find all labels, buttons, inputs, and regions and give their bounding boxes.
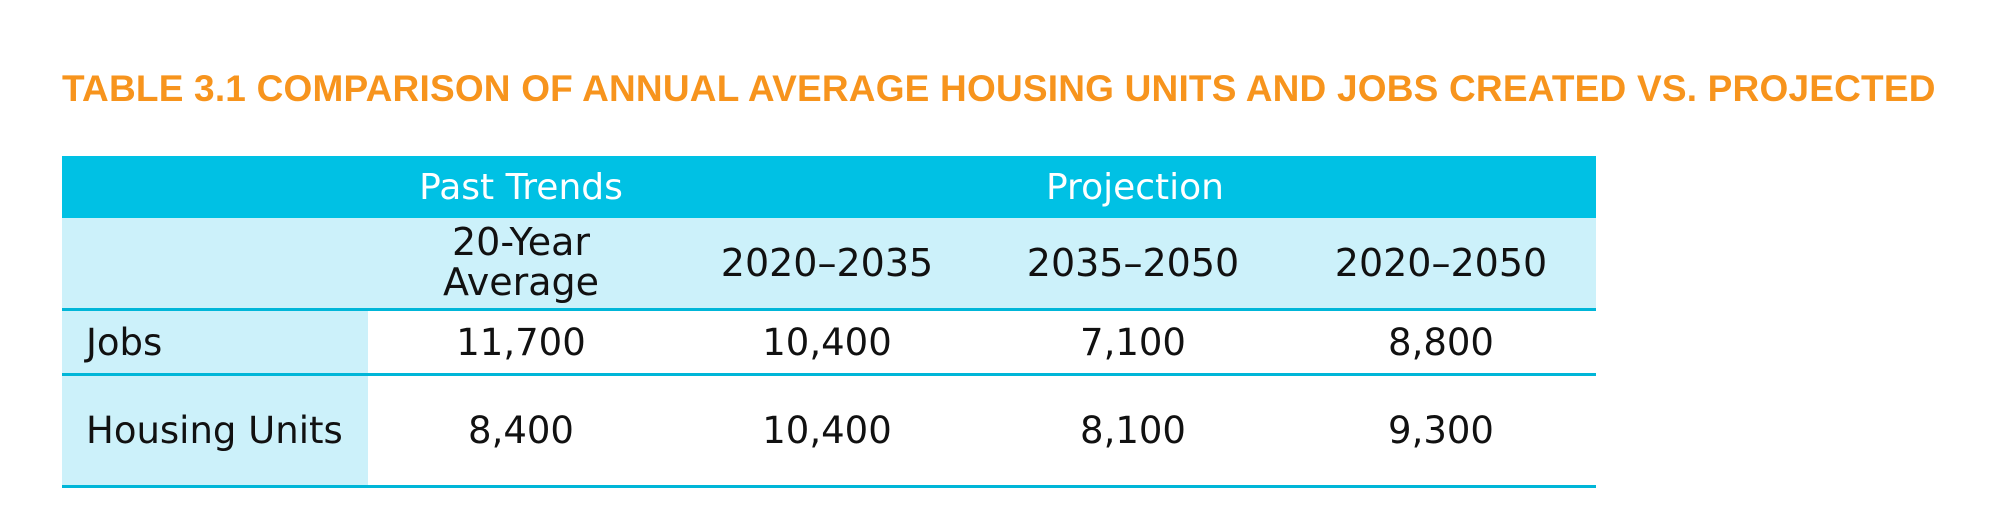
table-row-housing-units: Housing Units 8,400 10,400 8,100 9,300 [62,376,1596,488]
subheader-20-year-line1: 20-Year [451,220,590,265]
subheader-empty-cell [62,218,368,308]
housing-20-year-average: 8,400 [468,409,574,452]
header-past-trends: Past Trends [419,166,623,208]
subheader-20-year-line2: Average [442,260,600,304]
header-empty-cell [62,156,368,218]
table-row-jobs: Jobs 11,700 10,400 7,100 8,800 [62,311,1596,376]
jobs-2020-2035: 10,400 [762,320,892,364]
jobs-2035-2050: 7,100 [1080,320,1186,364]
jobs-2020-2050: 8,800 [1388,320,1494,364]
table-sub-header-row: 20-Year Average 2020–2035 2035–2050 2020… [62,218,1596,311]
row-label-housing-units: Housing Units [62,376,368,485]
subheader-2020-2050: 2020–2050 [1334,241,1548,285]
header-projection: Projection [1045,166,1224,208]
jobs-20-year-average: 11,700 [456,320,586,364]
table-title: TABLE 3.1 COMPARISON OF ANNUAL AVERAGE H… [62,68,1936,109]
subheader-20-year-average: 20-Year Average [368,218,674,308]
row-label-jobs: Jobs [62,311,368,373]
subheader-2035-2050: 2035–2050 [1026,241,1240,285]
comparison-table: Past Trends Projection 20-Year Average 2… [62,156,1596,488]
housing-2035-2050: 8,100 [1080,409,1186,452]
housing-2020-2035: 10,400 [762,409,892,452]
subheader-2020-2035: 2020–2035 [720,241,934,285]
table-group-header-row: Past Trends Projection [62,156,1596,218]
housing-2020-2050: 9,300 [1388,409,1494,452]
